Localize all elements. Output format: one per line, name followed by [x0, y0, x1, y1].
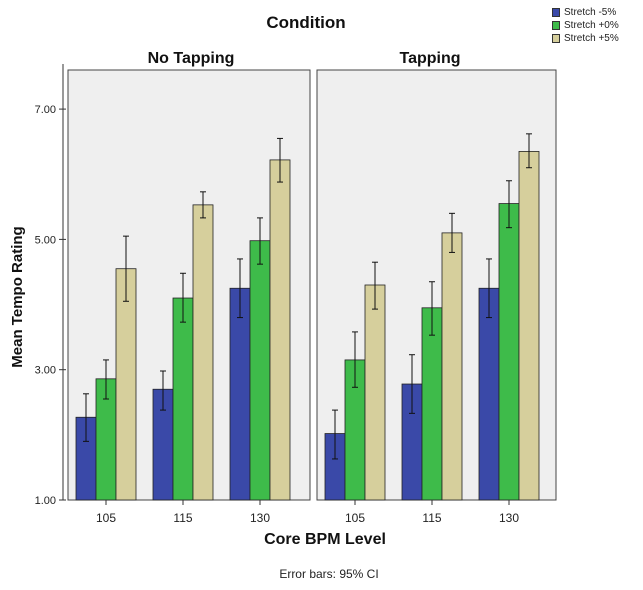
- legend-swatch-3: [552, 34, 560, 43]
- x-tick-label-2-115: 115: [422, 511, 441, 525]
- bar-2-105-3: [364, 284, 386, 501]
- legend-swatch-2: [552, 21, 560, 30]
- bar-1-115-2: [172, 297, 194, 501]
- legend-label-3: Stretch +5%: [564, 33, 619, 44]
- plot-area: 1.00 3.00 5.00 7.00 105 115 130 105 115 130: [35, 64, 557, 525]
- y-tick-label-1.00: 1.00: [35, 495, 56, 507]
- y-tick-label-7.00: 7.00: [35, 104, 56, 116]
- x-tick-label-2-130: 130: [499, 511, 519, 525]
- y-tick-label-3.00: 3.00: [35, 365, 56, 377]
- x-tick-label-1-130: 130: [250, 511, 270, 525]
- x-tick-label-2-105: 105: [345, 511, 365, 525]
- x-tick-label-1-115: 115: [173, 511, 192, 525]
- x-axis-label: Core BPM Level: [264, 531, 386, 548]
- bar-2-130-1: [478, 287, 500, 501]
- bar-2-130-2: [498, 203, 520, 501]
- legend-item-2[interactable]: Stretch +0%: [552, 19, 619, 32]
- legend-swatch-1: [552, 8, 560, 17]
- legend-item-3[interactable]: Stretch +5%: [552, 32, 619, 45]
- panel-title-1: No Tapping: [148, 50, 235, 67]
- bar-2-115-2: [421, 307, 443, 501]
- bar-2-115-3: [441, 232, 463, 501]
- bar-1-130-2: [249, 240, 271, 501]
- bar-1-130-3: [269, 159, 291, 501]
- y-tick-label-5.00: 5.00: [35, 234, 56, 246]
- panel-title-2: Tapping: [399, 50, 460, 67]
- legend-label-1: Stretch -5%: [564, 7, 617, 18]
- chart-title: Condition: [266, 13, 345, 32]
- bar-2-130-3: [518, 151, 540, 501]
- bar-1-115-3: [192, 204, 214, 501]
- bar-1-105-3: [115, 268, 137, 501]
- x-tick-label-1-105: 105: [96, 511, 116, 525]
- legend-label-2: Stretch +0%: [564, 20, 619, 31]
- footnote: Error bars: 95% CI: [279, 567, 378, 581]
- y-axis-label: Mean Tempo Rating: [9, 226, 26, 367]
- bar-1-130-1: [229, 287, 251, 501]
- legend: Stretch -5% Stretch +0% Stretch +5%: [552, 6, 619, 45]
- legend-item-1[interactable]: Stretch -5%: [552, 6, 619, 19]
